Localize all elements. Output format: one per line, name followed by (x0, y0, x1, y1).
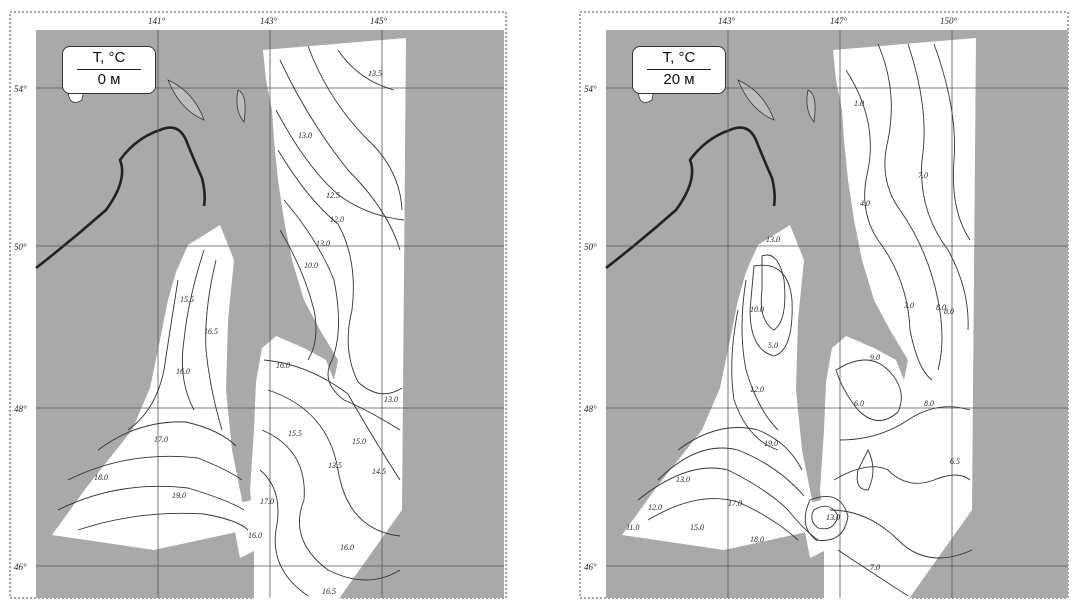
longitude-label: 147° (830, 16, 848, 26)
latitude-label: 48° (584, 404, 597, 414)
contour-labels: 13.5 13.0 12.5 12.0 13.0 10.0 15.5 16.5 … (94, 69, 398, 596)
okhotsk-sea (250, 38, 406, 600)
legend-box: T, °C 0 м (62, 46, 156, 94)
legend-divider (647, 69, 711, 70)
latitude-label: 46° (14, 562, 27, 572)
longitude-label: 145° (370, 16, 388, 26)
island (737, 79, 775, 121)
boundary-line (35, 126, 206, 270)
contour-label: 16.5 (204, 327, 218, 336)
contour-label: 13.0 (298, 131, 312, 140)
contour-label: 16.5 (322, 587, 336, 596)
japan-sea (52, 225, 246, 550)
contour-label: 16.0 (340, 543, 354, 552)
contour-label: 8.0 (936, 303, 946, 312)
contour-label: 6.0 (854, 399, 864, 408)
bay-area (800, 500, 826, 558)
latitude-label: 50° (584, 242, 597, 252)
latitude-label: 54° (14, 84, 27, 94)
isotherm-lines (259, 45, 405, 597)
contour-label: 11.0 (626, 523, 639, 532)
latitude-label: 46° (584, 562, 597, 572)
contour-label: 18.0 (750, 535, 764, 544)
contour-label: 15.5 (180, 295, 194, 304)
contour-label: 19.0 (172, 491, 186, 500)
depth-label: 20 м (663, 71, 695, 88)
contour-label: 16.0 (276, 361, 290, 370)
contour-label: 15.5 (288, 429, 302, 438)
depth-label: 0 м (97, 71, 121, 88)
contour-label: 13.5 (368, 69, 382, 78)
contour-label: 3.0 (903, 301, 914, 310)
contour-label: 8.0 (924, 399, 934, 408)
contour-label: 13.0 (766, 235, 780, 244)
latitude-label: 50° (14, 242, 27, 252)
contour-label: 9.0 (870, 353, 880, 362)
contour-label: 19.0 (764, 439, 778, 448)
contour-label: 12.0 (648, 503, 662, 512)
contour-labels: 1.0 4.0 3.0 7.0 13.0 10.0 5.0 9.0 8.0 8.… (626, 99, 960, 572)
contour-label: 13.0 (676, 475, 690, 484)
contour-label: 16.0 (176, 367, 190, 376)
contour-label: 7.0 (918, 171, 928, 180)
contour-label: 5.0 (768, 341, 778, 350)
contour-label: 15.0 (352, 437, 366, 446)
contour-label: 18.0 (94, 473, 108, 482)
parameter-label: T, °C (92, 49, 126, 66)
contour-label: 12.5 (326, 191, 340, 200)
contour-label: 6.5 (950, 457, 960, 466)
legend-divider (77, 69, 141, 70)
contour-label: 13.0 (384, 395, 398, 404)
map-canvas: 13.5 13.0 12.5 12.0 13.0 10.0 15.5 16.5 … (9, 11, 507, 600)
island (167, 79, 205, 121)
longitude-label: 143° (260, 16, 278, 26)
contour-label: 10.0 (750, 305, 764, 314)
contour-label: 10.0 (304, 261, 318, 270)
contour-label: 7.0 (870, 563, 880, 572)
graticule (36, 30, 504, 598)
japan-sea (622, 225, 816, 550)
latitude-label: 48° (14, 404, 27, 414)
contour-label: 13.0 (316, 239, 330, 248)
contour-label: 17.0 (260, 497, 274, 506)
contour-label: 4.0 (860, 199, 870, 208)
contour-label: 16.0 (248, 531, 262, 540)
parameter-label: T, °C (662, 49, 696, 66)
map-canvas: 1.0 4.0 3.0 7.0 13.0 10.0 5.0 9.0 8.0 8.… (579, 11, 1069, 600)
island (236, 89, 246, 123)
contour-label: 15.0 (690, 523, 704, 532)
isotherm-lines (829, 43, 973, 597)
contour-label: 12.0 (330, 215, 344, 224)
contour-label: 8.0 (944, 307, 954, 316)
longitude-label: 141° (148, 16, 166, 26)
contour-label: 13.0 (826, 513, 840, 522)
contour-label: 17.0 (154, 435, 168, 444)
contour-label: 14.5 (372, 467, 386, 476)
isotherm-lines-west (637, 254, 849, 541)
bay-area (230, 500, 256, 558)
sst-map-20m: 1.0 4.0 3.0 7.0 13.0 10.0 5.0 9.0 8.0 8.… (578, 10, 1072, 600)
contour-label: 17.0 (728, 499, 742, 508)
contour-label: 13.5 (328, 461, 342, 470)
sst-map-0m: 13.5 13.0 12.5 12.0 13.0 10.0 15.5 16.5 … (8, 10, 508, 600)
contour-label: 12.0 (750, 385, 764, 394)
latitude-label: 54° (584, 84, 597, 94)
isotherm-lines-west (57, 249, 249, 531)
okhotsk-sea (820, 38, 976, 600)
longitude-label: 143° (718, 16, 736, 26)
island (806, 89, 816, 123)
contour-label: 1.0 (854, 99, 864, 108)
longitude-label: 150° (940, 16, 958, 26)
boundary-line (605, 126, 776, 270)
legend-box: T, °C 20 м (632, 46, 726, 94)
